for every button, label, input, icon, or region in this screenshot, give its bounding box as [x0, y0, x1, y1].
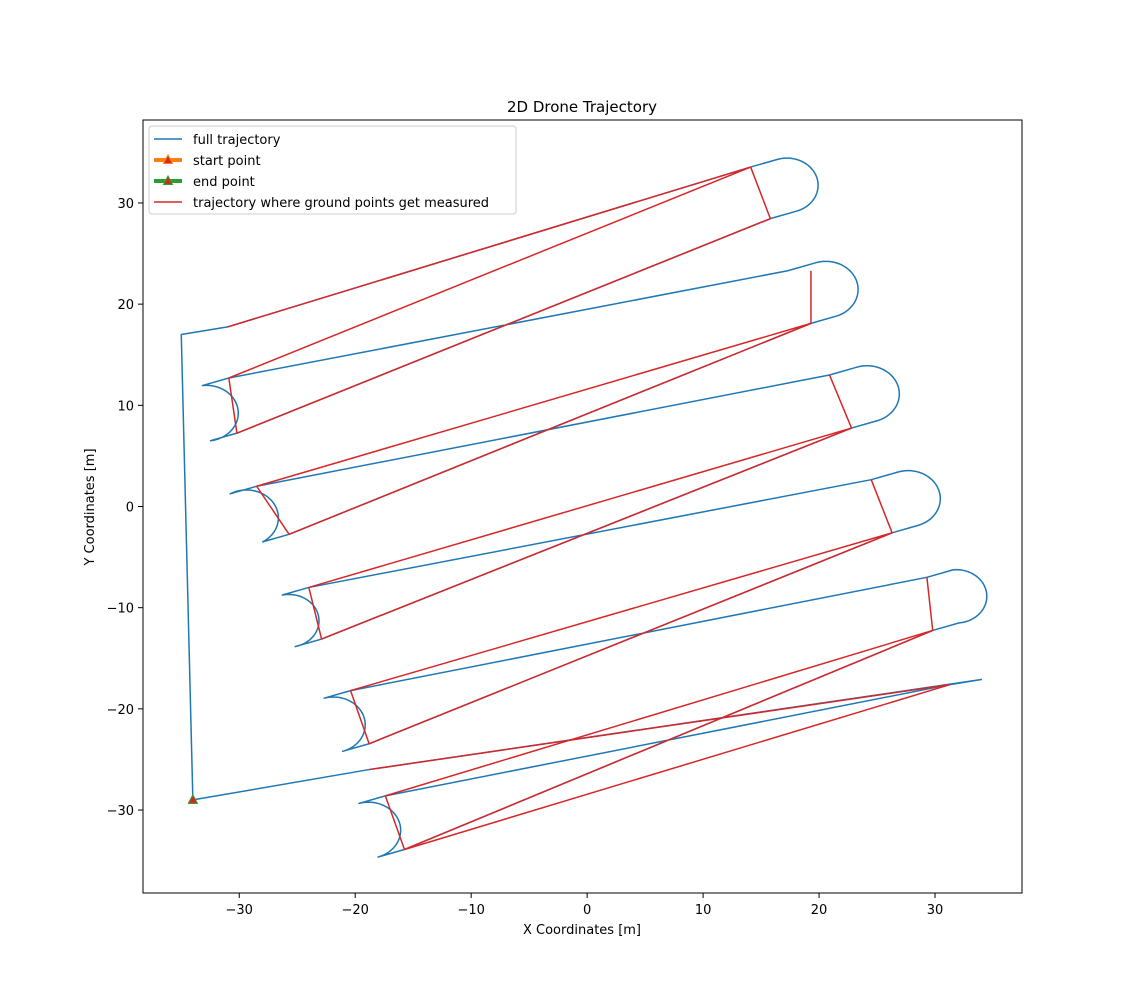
measured-segment [749, 166, 772, 219]
legend-label-end: end point [193, 175, 255, 190]
end-point-marker [187, 793, 199, 804]
legend-label-measured: trajectory where ground points get measu… [193, 196, 489, 211]
y-tick-label: 0 [126, 501, 134, 516]
y-tick-label: −10 [107, 602, 134, 617]
measured-segment [256, 322, 812, 487]
plot-area [180, 157, 988, 858]
measured-segment [349, 690, 370, 745]
legend-box [148, 125, 517, 215]
measured-segment [236, 217, 771, 434]
measured-segment [350, 532, 893, 692]
y-tick-label: 20 [117, 298, 134, 313]
legend-marker-end [162, 174, 174, 185]
x-tick-label: 20 [811, 903, 828, 918]
x-axis-label: X Coordinates [m] [523, 923, 641, 938]
x-tick-label: 30 [927, 903, 944, 918]
x-tick-label: 0 [583, 903, 591, 918]
y-tick-label: −20 [107, 703, 134, 718]
measured-segment [368, 532, 893, 745]
y-tick-label: 30 [117, 197, 134, 212]
measured-segment [385, 629, 933, 797]
y-axis: −30 −20 −10 0 10 20 30 [107, 197, 143, 819]
measured-segment [256, 485, 290, 535]
chart-title: 2D Drone Trajectory [507, 98, 657, 116]
x-axis: −30 −20 −10 0 10 20 30 [226, 893, 944, 918]
measured-segment [308, 427, 852, 589]
full-trajectory-line [180, 157, 988, 858]
legend: full trajectory start point end point traje… [148, 125, 517, 215]
measured-segment [321, 427, 852, 640]
measured-segment [308, 587, 323, 640]
x-tick-label: 10 [695, 903, 712, 918]
legend-marker-start [162, 153, 174, 164]
measured-segment [870, 479, 893, 534]
measured-segment [227, 166, 751, 328]
measured-segment [369, 683, 951, 771]
x-tick-label: −20 [341, 903, 368, 918]
x-tick-label: −10 [457, 903, 484, 918]
measured-segment [404, 683, 951, 851]
measured-segment [288, 322, 812, 536]
legend-label-start: start point [193, 154, 261, 169]
measured-segment [384, 795, 406, 850]
x-tick-label: −30 [226, 903, 253, 918]
y-tick-label: −30 [107, 804, 134, 819]
measured-segment [228, 377, 238, 434]
measured-segment [926, 577, 934, 631]
measured-segment [828, 374, 853, 429]
y-axis-label: Y Coordinates [m] [83, 448, 98, 566]
y-tick-label: 10 [117, 399, 134, 414]
measured-segment [404, 629, 933, 851]
legend-label-full: full trajectory [193, 133, 281, 148]
measured-segment [228, 166, 751, 379]
